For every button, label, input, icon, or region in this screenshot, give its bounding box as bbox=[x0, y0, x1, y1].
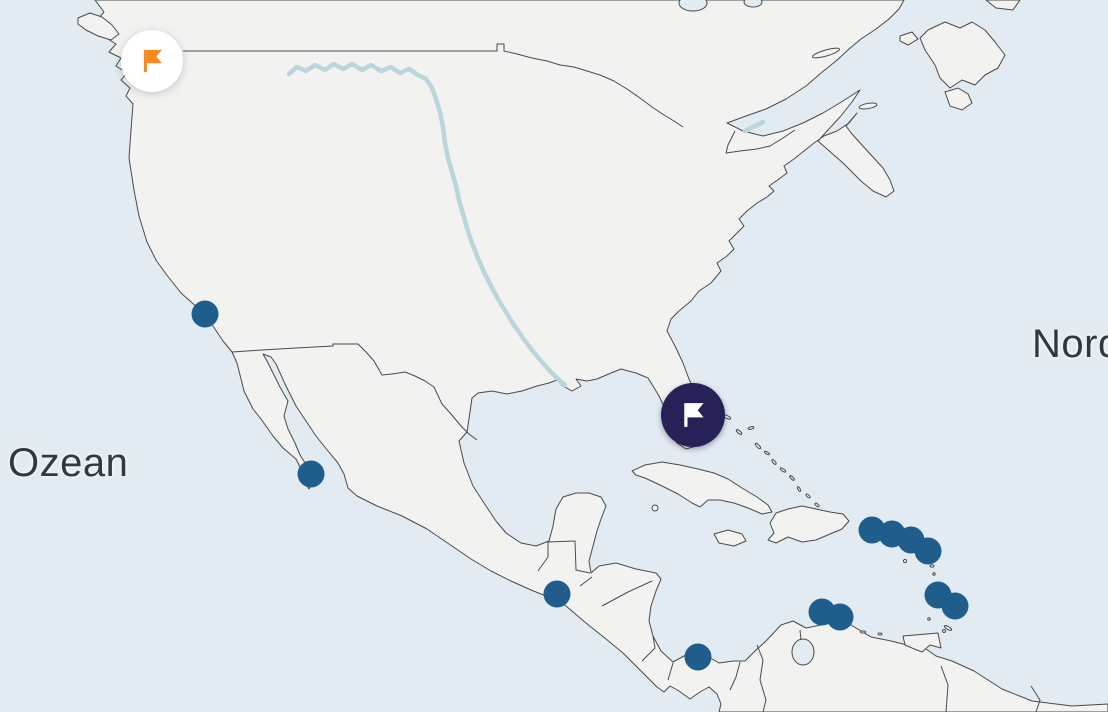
port-dot-marker[interactable] bbox=[914, 537, 942, 565]
rivers bbox=[286, 61, 766, 388]
flag-icon bbox=[678, 400, 708, 430]
port-dot-marker[interactable] bbox=[191, 300, 219, 328]
mississippi-river bbox=[286, 61, 568, 388]
flag-icon bbox=[138, 47, 166, 75]
port-dot-marker[interactable] bbox=[543, 580, 571, 608]
st-lawrence-river bbox=[742, 119, 766, 134]
port-dot-marker[interactable] bbox=[297, 460, 325, 488]
lakes bbox=[678, 0, 815, 666]
port-dot-marker[interactable] bbox=[826, 603, 854, 631]
origin-flag-marker[interactable] bbox=[121, 30, 183, 92]
port-dot-marker[interactable] bbox=[684, 643, 712, 671]
landmass-mainland bbox=[94, 0, 1108, 712]
destination-flag-marker[interactable] bbox=[661, 383, 725, 447]
us-canada-border bbox=[183, 43, 684, 128]
country-borders bbox=[183, 43, 1041, 712]
landmass-islands bbox=[77, 0, 1021, 653]
us-mexico-border bbox=[231, 343, 478, 441]
port-dot-marker[interactable] bbox=[941, 592, 969, 620]
